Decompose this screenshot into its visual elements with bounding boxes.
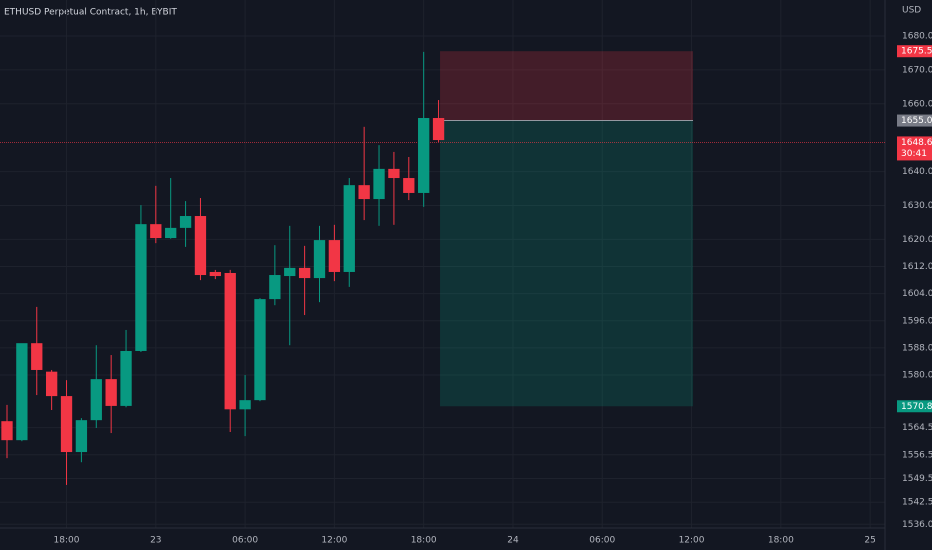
x-tick-label: 24 (507, 536, 519, 546)
candle-body (45, 371, 58, 397)
y-tick-label: 1556.50 (902, 450, 932, 460)
x-tick-label: 23 (150, 536, 161, 546)
x-tick-label: 06:00 (232, 536, 258, 546)
y-tick-label: 1612.00 (902, 262, 932, 272)
candle-body (209, 271, 221, 277)
candle-body (105, 379, 117, 406)
price-tag-label: 1655.05 (901, 116, 932, 126)
candle-body (284, 267, 296, 277)
stop-zone (440, 51, 694, 121)
candle-body (75, 420, 88, 453)
last-price-label: 1648.60 (901, 138, 932, 148)
candle-body (1, 421, 13, 441)
x-tick-label: 18:00 (768, 536, 794, 546)
y-tick-label: 1542.50 (902, 498, 932, 508)
price-tag (897, 400, 932, 413)
price-tag (897, 114, 932, 127)
candle-body (432, 118, 445, 141)
candle-body (269, 275, 281, 300)
candle-body (135, 224, 147, 351)
price-tag-label: 1570.80 (901, 402, 932, 412)
y-axis-label: USD (902, 6, 921, 16)
countdown: 30:41 (901, 149, 927, 159)
price-tag (897, 45, 932, 58)
y-tick-label: 1588.00 (902, 343, 932, 353)
candle-body (165, 227, 177, 239)
x-tick-label: 18:00 (54, 536, 80, 546)
y-tick-label: 1640.00 (902, 167, 932, 177)
candle-body (403, 178, 415, 193)
y-tick-label: 1670.00 (902, 65, 932, 75)
y-tick-label: 1564.50 (902, 423, 932, 433)
price-tag-label: 1675.50 (901, 47, 932, 57)
x-tick-label: 06:00 (589, 536, 615, 546)
last-price-tag (897, 136, 932, 161)
y-tick-label: 1536.00 (902, 520, 932, 530)
candle-body (254, 299, 266, 401)
candle-body (31, 343, 43, 370)
candle-body (120, 350, 132, 406)
x-tick-label: 12:00 (321, 536, 347, 546)
candle-body (373, 168, 385, 200)
candle-body (60, 396, 73, 453)
x-tick-label: 12:00 (679, 536, 705, 546)
candle-body (150, 224, 162, 239)
candle-body (418, 118, 430, 193)
candle-body (179, 216, 192, 228)
candle-body (16, 343, 28, 441)
candle-body (194, 216, 207, 276)
y-tick-label: 1620.00 (902, 235, 932, 245)
chart-title: ETHUSD Perpetual Contract, 1h, BYBIT (4, 8, 177, 18)
candle-body (224, 272, 236, 410)
y-tick-label: 1680.00 (902, 31, 932, 41)
candle-body (298, 267, 311, 279)
x-tick-label: 18:00 (411, 536, 437, 546)
candle-body (239, 400, 251, 410)
candle-body (313, 240, 326, 279)
candle-body (328, 240, 341, 272)
candle-body (343, 185, 355, 272)
x-tick-label: 25 (864, 536, 875, 546)
y-tick-label: 1660.00 (902, 99, 932, 109)
target-zone (440, 120, 694, 407)
y-tick-label: 1604.00 (902, 289, 932, 299)
candle-body (358, 185, 370, 200)
y-tick-label: 1596.00 (902, 316, 932, 326)
y-tick-label: 1580.00 (902, 371, 932, 381)
y-tick-label: 1630.00 (902, 201, 932, 211)
y-tick-label: 1549.50 (902, 474, 932, 484)
candle-body (90, 379, 102, 421)
candle-body (388, 168, 400, 179)
